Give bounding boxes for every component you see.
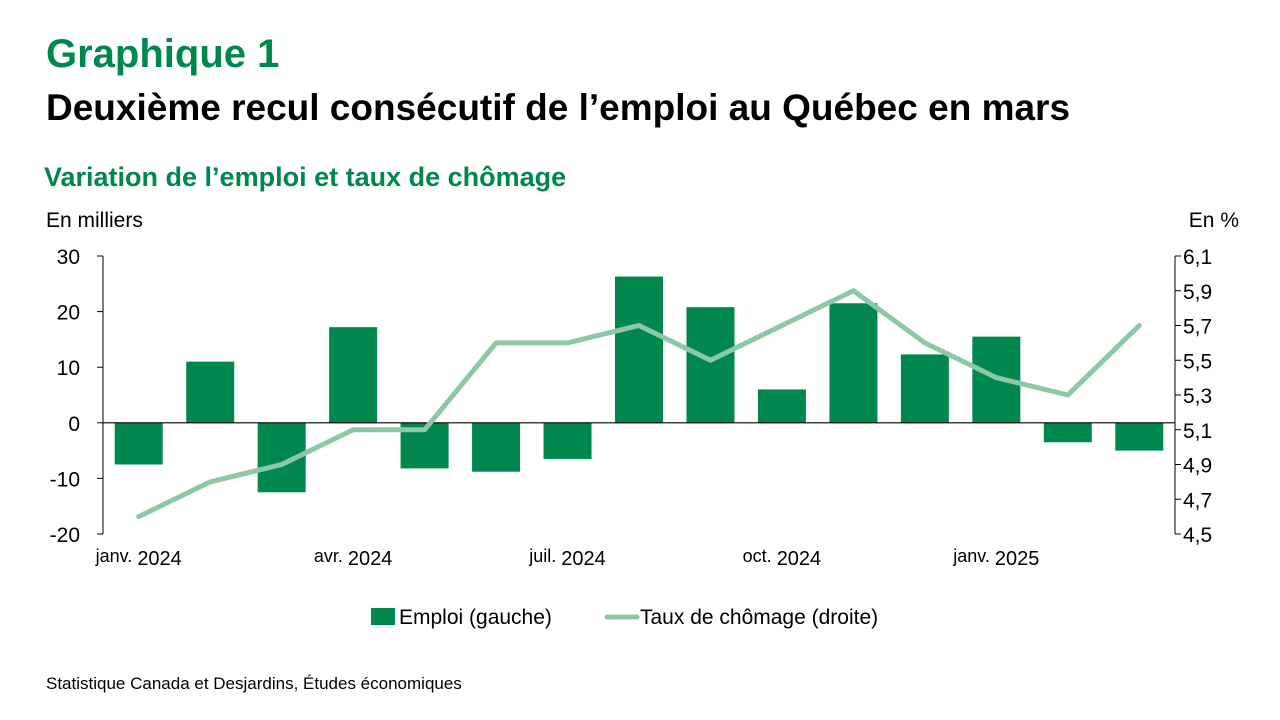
x-tick-year: 2024 — [348, 548, 393, 570]
bar-emploi — [114, 422, 163, 465]
right-axis-tick-label: 5,5 — [1183, 350, 1212, 373]
x-tick-label: avr. 2024 — [314, 546, 393, 570]
chart-kicker: Graphique 1 — [46, 32, 280, 76]
chart-title: Deuxième recul consécutif de l’emploi au… — [46, 87, 1071, 128]
right-axis-tick-label: 5,3 — [1183, 385, 1212, 408]
x-tick-year: 2025 — [995, 548, 1039, 570]
left-axis-tick-label: 0 — [68, 413, 80, 436]
right-axis-tick-label: 5,9 — [1183, 281, 1212, 304]
bar-emploi — [1043, 422, 1092, 443]
x-tick-label: janv. 2024 — [95, 546, 182, 570]
bar-emploi — [186, 361, 235, 423]
bar-emploi — [615, 276, 663, 423]
right-axis-tick-label: 4,5 — [1183, 524, 1212, 547]
right-axis-tick-label: 4,9 — [1183, 455, 1212, 478]
line-taux-chomage — [136, 288, 1142, 520]
bar-emploi — [329, 327, 378, 423]
x-tick-month: oct. — [743, 546, 777, 566]
chart-subtitle: Variation de l’emploi et taux de chômage — [44, 162, 567, 192]
legend-swatch-emploi — [371, 608, 395, 625]
right-axis-tick-label: 5,7 — [1183, 316, 1212, 339]
legend-label-taux: Taux de chômage (droite) — [640, 606, 878, 629]
bar-emploi — [829, 303, 878, 423]
bar-emploi — [472, 422, 521, 472]
left-axis-tick-label: 30 — [57, 246, 80, 269]
left-axis-label: En milliers — [46, 209, 143, 232]
x-tick-month: juil. — [528, 546, 561, 566]
x-tick-label: juil. 2024 — [528, 546, 606, 570]
legend-label-emploi: Emploi (gauche) — [399, 606, 552, 629]
left-axis-tick-label: 10 — [57, 357, 80, 380]
left-axis-tick-label: -20 — [50, 524, 80, 547]
left-axis-tick-label: 20 — [57, 302, 80, 325]
bar-emploi — [1115, 422, 1164, 451]
bar-emploi — [686, 307, 735, 423]
bar-emploi — [900, 354, 949, 423]
x-tick-month: janv. — [95, 546, 138, 566]
left-axis-tick-label: -10 — [50, 468, 80, 491]
x-tick-label: oct. 2024 — [743, 546, 822, 570]
source-note: Statistique Canada et Desjardins, Études… — [46, 674, 462, 693]
bar-emploi — [757, 389, 806, 423]
x-tick-year: 2024 — [137, 548, 182, 570]
x-tick-label: janv. 2025 — [952, 546, 1039, 570]
x-tick-year: 2024 — [777, 548, 822, 570]
x-tick-month: janv. — [952, 546, 995, 566]
combo-chart: En milliers En % 30 20 10 0 -10 -20 6,1 5,9 5,7 5,5… — [46, 209, 1239, 629]
right-axis-tick-label: 4,7 — [1183, 489, 1212, 512]
right-axis-tick-label: 6,1 — [1183, 246, 1212, 269]
x-tick-month: avr. — [314, 546, 348, 566]
right-axis-tick-label: 5,1 — [1183, 420, 1212, 443]
right-axis-label: En % — [1189, 209, 1239, 232]
x-tick-year: 2024 — [561, 548, 606, 570]
bar-emploi — [543, 422, 592, 459]
